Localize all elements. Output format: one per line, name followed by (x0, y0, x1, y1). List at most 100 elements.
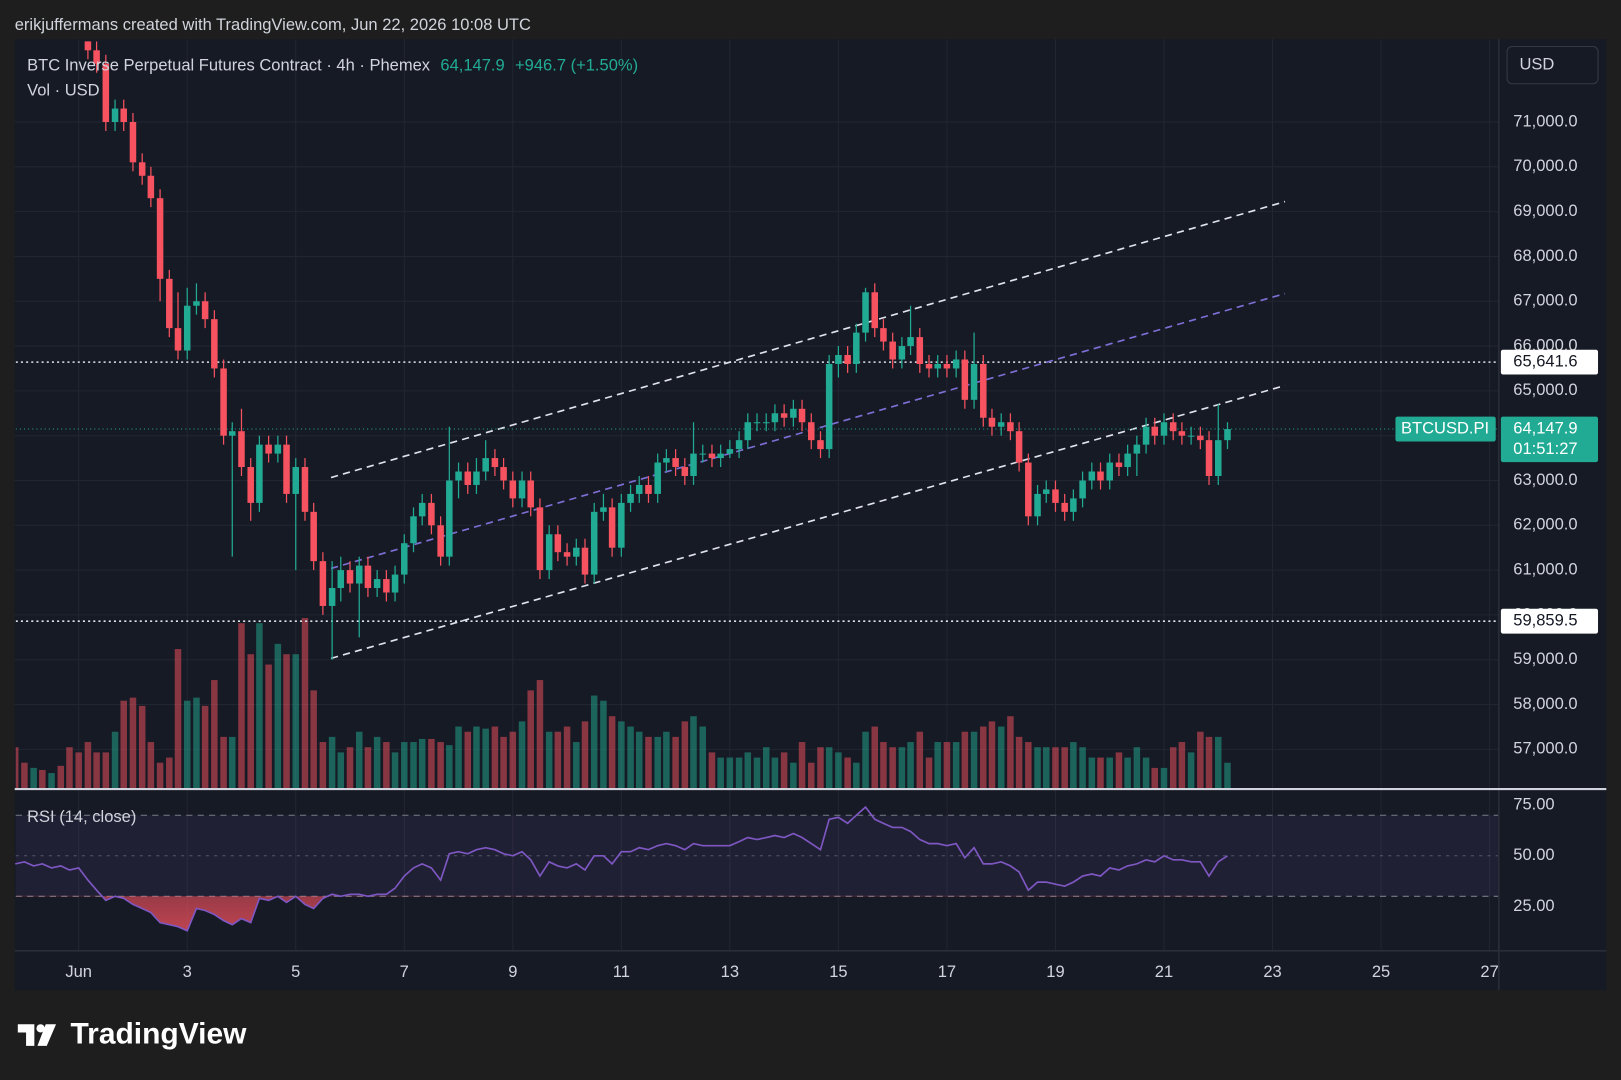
candle-body (247, 467, 254, 503)
volume-bar (1088, 757, 1096, 789)
y-tick-label: 69,000.0 (1513, 201, 1577, 220)
volume-bar (1034, 747, 1041, 789)
y-tick-label: 66,000.0 (1513, 335, 1577, 354)
volume-bar (907, 742, 914, 789)
candle-body (401, 543, 408, 575)
volume-bar (1124, 757, 1131, 789)
rsi-oversold-fill (15, 895, 1228, 931)
candle-body (717, 453, 724, 459)
candle-body (980, 363, 987, 418)
currency-label[interactable]: USD (1519, 54, 1554, 73)
volume-bar (771, 757, 779, 789)
volume-bar (39, 769, 46, 789)
volume-bar (111, 731, 119, 789)
candle-body (446, 480, 453, 557)
volume-bar (410, 742, 417, 789)
volume-bar (75, 752, 82, 789)
volume-bar (1052, 747, 1059, 789)
candle-body (355, 565, 363, 584)
volume-bar (337, 752, 345, 789)
volume-bar (871, 726, 879, 789)
volume-bar (455, 726, 462, 789)
candle-body (590, 511, 598, 575)
candle-body (274, 444, 282, 454)
candle-body (952, 359, 960, 369)
volume-bar (997, 726, 1005, 789)
volume-bar (256, 623, 263, 789)
volume-bar (446, 745, 453, 789)
candle-body (753, 422, 761, 424)
volume-bar (355, 731, 363, 789)
candle-body (84, 41, 92, 51)
candle-body (527, 480, 534, 508)
volume-bar (15, 747, 19, 789)
candle-body (889, 341, 896, 360)
volume-bar (193, 697, 200, 789)
x-tick-label: 15 (829, 962, 847, 981)
candle-body (1142, 426, 1150, 445)
volume-bar (201, 705, 209, 789)
candle-body (1088, 471, 1096, 481)
candle-body (102, 63, 110, 122)
volume-bar (853, 762, 860, 789)
trend-line (330, 200, 1286, 479)
volume-bar (563, 726, 571, 789)
brand-logo (17, 1024, 57, 1046)
trend-line (330, 384, 1286, 660)
candle-body (383, 579, 390, 593)
volume-bar (898, 747, 906, 789)
candle-body (129, 121, 137, 163)
x-tick-label: 27 (1480, 962, 1498, 981)
volume-bar (663, 731, 670, 789)
volume-bar (573, 742, 580, 789)
volume-bar (57, 765, 65, 789)
candle-body (573, 547, 580, 557)
y-tick-label: 71,000.0 (1513, 111, 1577, 130)
candle-body (1061, 502, 1068, 512)
candle-body (907, 337, 914, 347)
candle-body (211, 319, 218, 369)
candle-body (790, 408, 797, 418)
currency-button[interactable] (1506, 45, 1599, 85)
candle-body (473, 471, 480, 485)
volume-bar (880, 742, 887, 789)
volume-bar (102, 752, 110, 789)
volume-bar (238, 623, 245, 789)
candle-body (1151, 426, 1159, 436)
candle-body (1124, 453, 1131, 468)
candle-body (1042, 489, 1050, 494)
candle-body (645, 484, 652, 494)
candle-body (970, 363, 978, 400)
volume-bar (780, 752, 788, 789)
candle-body (373, 579, 381, 589)
volume-bar (1042, 747, 1050, 789)
volume-bar (1178, 742, 1186, 789)
volume-bar (30, 767, 37, 789)
candle-body (391, 574, 399, 593)
y-tick-label: 57,000.0 (1513, 739, 1577, 758)
candle-body (265, 444, 272, 454)
volume-bar (717, 757, 724, 789)
candle-body (663, 458, 670, 463)
volume-bar (790, 762, 797, 789)
candle-body (871, 292, 879, 329)
candle-body (699, 453, 706, 455)
y-tick-label: 61,000.0 (1513, 559, 1577, 578)
candle-body (771, 413, 779, 423)
rsi-line (15, 805, 1228, 932)
volume-bar (554, 731, 562, 789)
candle-body (1197, 435, 1204, 441)
volume-bar (1160, 767, 1168, 789)
x-tick-label: Jun (65, 962, 92, 981)
volume-bar (1169, 747, 1177, 789)
candle-body (1178, 431, 1186, 436)
volume-bar (500, 736, 507, 789)
attribution: erikjuffermans created with TradingView.… (15, 15, 531, 34)
candle-body (708, 453, 716, 459)
volume-bar (835, 752, 842, 789)
candle-body (1034, 493, 1041, 517)
volume-bar (473, 726, 480, 789)
volume-bar (346, 747, 354, 789)
candle-body (1160, 422, 1168, 436)
candle-body (437, 525, 444, 557)
